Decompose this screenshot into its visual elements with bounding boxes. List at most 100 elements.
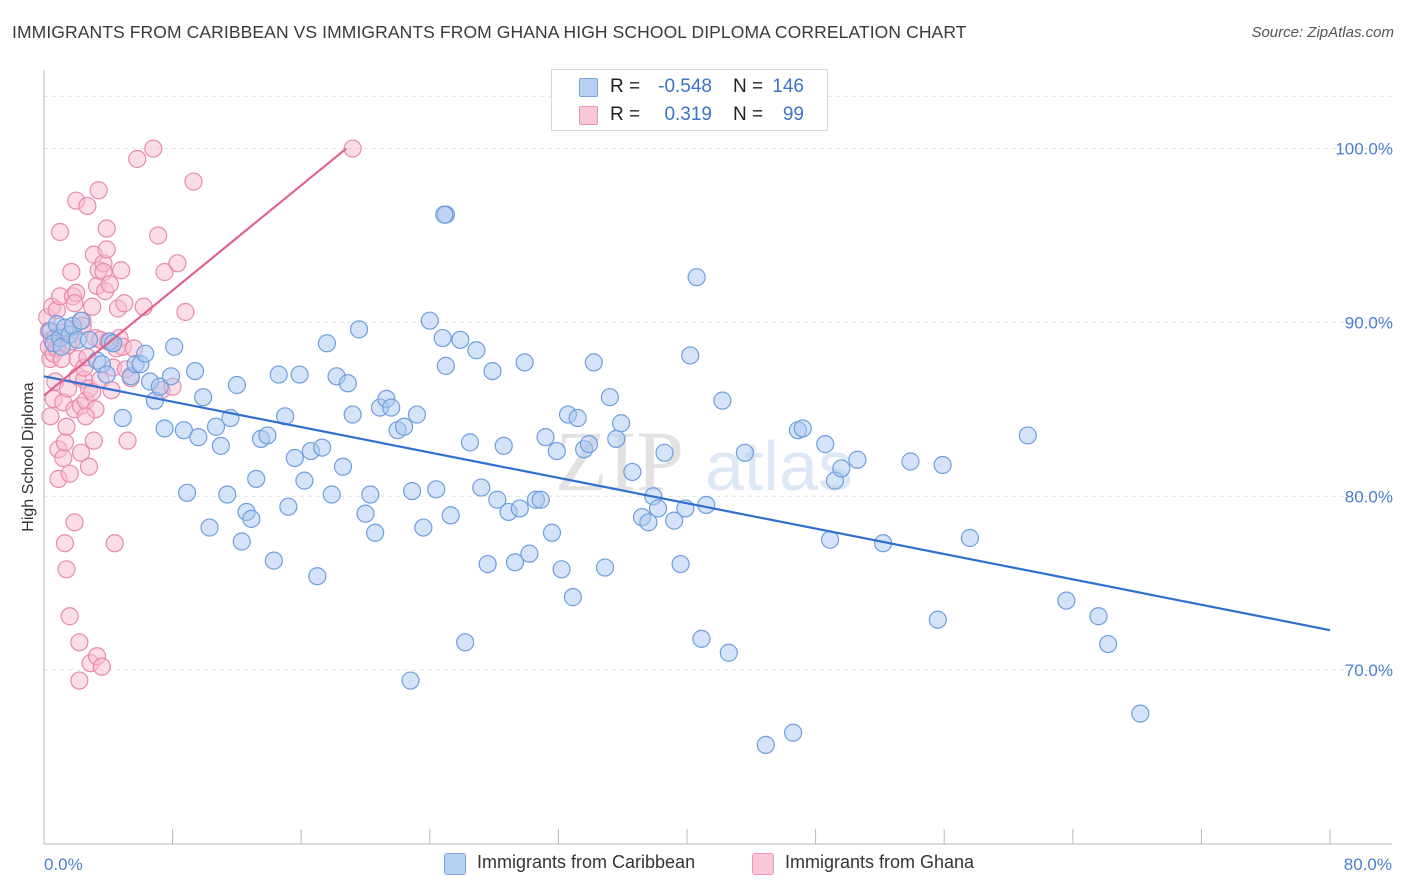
caribbean-point <box>478 554 497 574</box>
caribbean-point <box>901 452 920 471</box>
r-value: -0.548 <box>658 76 712 97</box>
caribbean-point <box>639 513 658 532</box>
caribbean-point <box>692 629 711 648</box>
x-ticks <box>43 829 1331 844</box>
chart-title: IMMIGRANTS FROM CARIBBEAN VS IMMIGRANTS … <box>12 22 967 42</box>
ghana-point <box>57 560 76 579</box>
caribbean-point <box>312 438 332 457</box>
caribbean-point <box>623 462 642 482</box>
ghana-point <box>84 431 103 450</box>
caribbean-point <box>719 643 738 662</box>
ghana-point <box>54 448 73 468</box>
ghana-point <box>79 457 99 476</box>
caribbean-point <box>1131 704 1150 723</box>
ghana-point <box>118 431 137 450</box>
caribbean-point <box>1057 591 1076 610</box>
gridlines <box>44 95 1392 671</box>
caribbean-point <box>361 485 380 504</box>
caribbean-point <box>547 441 566 461</box>
caribbean-point <box>218 485 237 504</box>
caribbean-point <box>510 499 529 518</box>
caribbean-point <box>756 735 775 754</box>
caribbean-point <box>333 457 353 476</box>
caribbean-point <box>322 485 341 504</box>
caribbean-point <box>456 633 475 652</box>
caribbean-point <box>595 558 615 577</box>
caribbean-point <box>258 426 277 445</box>
caribbean-point <box>505 553 525 572</box>
caribbean-point <box>515 353 534 372</box>
ghana-point <box>83 297 102 316</box>
source-label: Source: ZipAtlas.com <box>1251 24 1394 41</box>
ghana-point <box>65 513 84 532</box>
ghana-point <box>343 139 362 158</box>
caribbean-point <box>681 346 700 365</box>
caribbean-point <box>1089 607 1108 626</box>
caribbean-point <box>407 405 427 424</box>
caribbean-point <box>403 481 422 501</box>
caribbean-point <box>97 365 116 384</box>
r-label: R = <box>610 104 641 125</box>
caribbean-point <box>285 448 304 468</box>
caribbean-point <box>648 499 668 518</box>
y-tick-label: 80.0% <box>1345 487 1393 506</box>
caribbean-point <box>531 490 550 509</box>
n-label: N = <box>733 104 764 125</box>
y-tick-label: 90.0% <box>1345 313 1393 332</box>
caribbean-point <box>607 429 626 448</box>
trend-lines <box>43 147 1331 632</box>
ghana-swatch <box>579 106 598 125</box>
caribbean-point <box>472 478 491 497</box>
ghana-point <box>57 417 76 436</box>
caribbean-point <box>338 374 357 393</box>
ghana-point <box>60 607 79 626</box>
caribbean-point <box>536 428 555 447</box>
caribbean-point <box>600 388 619 407</box>
n-label: N = <box>733 76 764 97</box>
caribbean-point <box>150 377 169 396</box>
caribbean-point <box>735 443 754 462</box>
caribbean-point <box>671 554 690 574</box>
stats-legend-box: R = -0.548 N = 146 R = 0.319 N = 99 <box>551 69 828 131</box>
r-value: 0.319 <box>664 104 712 125</box>
caribbean-point <box>174 421 193 440</box>
caribbean-point <box>295 471 314 490</box>
ghana-point <box>65 294 84 313</box>
caribbean-point <box>227 375 246 395</box>
x-tick-label-max: 80.0% <box>1344 855 1392 874</box>
y-tick-label: 100.0% <box>1335 140 1393 159</box>
caribbean-point <box>441 506 460 525</box>
caribbean-point <box>783 723 803 742</box>
caribbean-point <box>655 443 674 462</box>
ghana-point <box>144 139 163 158</box>
caribbean-point <box>279 497 298 516</box>
caribbean-point <box>460 433 480 452</box>
caribbean-point <box>247 469 266 488</box>
caribbean-point <box>568 408 587 428</box>
y-tick-label: 70.0% <box>1345 661 1393 680</box>
caribbean-point <box>232 532 251 551</box>
caribbean-point <box>520 544 539 563</box>
ghana-point <box>55 433 74 452</box>
ghana-point <box>41 407 60 426</box>
caribbean-point <box>451 330 470 349</box>
ghana-point <box>70 633 89 652</box>
caribbean-point <box>420 311 439 330</box>
caribbean-point <box>113 408 132 428</box>
caribbean-point <box>206 417 226 436</box>
caribbean-point <box>242 509 261 528</box>
caribbean-point <box>933 455 952 475</box>
caribbean-point <box>483 361 502 381</box>
ghana-point <box>112 261 131 280</box>
ghana-point <box>97 240 116 259</box>
caribbean-point <box>394 417 414 436</box>
ghana-point <box>70 671 89 690</box>
caribbean-point <box>816 435 835 454</box>
x-tick-label-min: 0.0% <box>44 855 83 874</box>
caribbean-point <box>611 414 631 433</box>
caribbean-point <box>177 483 197 502</box>
caribbean-point <box>165 337 184 356</box>
caribbean-point <box>542 523 562 542</box>
caribbean-point <box>414 518 433 537</box>
